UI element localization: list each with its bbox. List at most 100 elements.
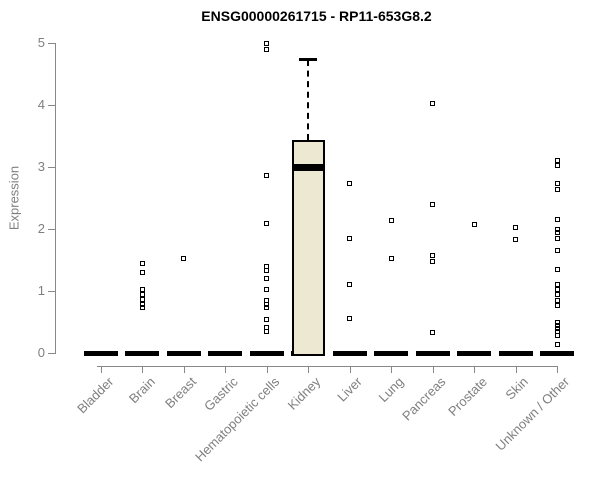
- zero-line-bar: [125, 350, 159, 356]
- outlier-point: [554, 333, 560, 339]
- y-axis-title: Expression: [6, 165, 22, 231]
- x-axis-category-label: Skin: [502, 374, 532, 403]
- zero-line-bar: [208, 350, 242, 356]
- x-axis-line: [97, 366, 558, 367]
- outlier-point: [554, 229, 560, 235]
- whisker: [307, 59, 309, 140]
- x-axis-category-label: Lung: [375, 374, 407, 406]
- zero-line-bar: [83, 350, 118, 356]
- outlier-point: [264, 317, 269, 323]
- outlier-point: [430, 101, 435, 107]
- outlier-point: [554, 342, 560, 348]
- y-axis-tick: [48, 291, 55, 292]
- outlier-point: [264, 220, 269, 226]
- x-axis-category-label: Brain: [125, 374, 158, 407]
- x-axis-category-label: Bladder: [73, 374, 117, 417]
- zero-line-bar: [166, 350, 201, 356]
- outlier-point: [554, 303, 560, 309]
- boxplot-box: [291, 139, 325, 356]
- y-axis-line: [55, 43, 56, 354]
- chart-title: ENSG00000261715 - RP11-653G8.2: [201, 8, 432, 24]
- zero-line-bar: [374, 350, 408, 356]
- outlier-point: [554, 322, 560, 328]
- zero-line-bar: [540, 350, 574, 356]
- outlier-point: [430, 252, 435, 258]
- outlier-point: [430, 330, 435, 336]
- outlier-point: [347, 235, 352, 241]
- outlier-point: [264, 268, 269, 274]
- outlier-point: [139, 287, 145, 293]
- x-axis-tick: [557, 366, 558, 373]
- x-axis-tick: [391, 366, 392, 373]
- outlier-point: [264, 287, 269, 293]
- outlier-point: [264, 305, 269, 311]
- y-axis-tick: [48, 167, 55, 168]
- outlier-point: [388, 255, 394, 261]
- y-axis-tick: [48, 229, 55, 230]
- median-line: [293, 163, 323, 171]
- outlier-point: [264, 172, 269, 178]
- x-axis-category-label: Breast: [161, 374, 200, 412]
- outlier-point: [554, 187, 560, 193]
- x-axis-tick: [100, 366, 102, 373]
- x-axis-category-label: Pancreas: [398, 374, 449, 424]
- outlier-point: [139, 305, 145, 311]
- y-axis-tick: [48, 105, 55, 106]
- y-axis-tick: [48, 43, 55, 44]
- outlier-point: [264, 329, 269, 335]
- outlier-point: [554, 319, 560, 325]
- outlier-point: [554, 235, 560, 241]
- x-axis-tick: [266, 366, 268, 373]
- outlier-point: [554, 297, 560, 303]
- y-axis-tick-label: 5: [37, 35, 45, 50]
- x-axis-category-label: Gastric: [200, 374, 241, 414]
- x-axis-tick: [225, 366, 226, 373]
- x-axis-tick: [308, 366, 309, 373]
- x-axis-tick: [432, 366, 434, 373]
- y-axis-tick-label: 4: [37, 97, 45, 112]
- outlier-point: [554, 180, 560, 186]
- x-axis-tick: [183, 366, 185, 373]
- y-axis-tick-label: 3: [37, 159, 45, 174]
- zero-line-bar: [457, 350, 491, 356]
- outlier-point: [554, 292, 560, 298]
- outlier-point: [471, 221, 477, 227]
- outlier-point: [139, 296, 145, 302]
- outlier-point: [554, 287, 560, 293]
- outlier-point: [347, 315, 352, 321]
- y-axis-tick-label: 0: [37, 345, 45, 360]
- zero-line-bar: [415, 350, 450, 356]
- x-axis-tick: [142, 366, 143, 373]
- outlier-point: [430, 202, 435, 208]
- x-axis-tick: [515, 366, 517, 373]
- y-axis-tick: [48, 353, 55, 354]
- outlier-point: [264, 40, 269, 46]
- outlier-point: [139, 269, 145, 275]
- y-axis-tick-label: 2: [37, 221, 45, 236]
- outlier-point: [554, 163, 560, 169]
- outlier-point: [264, 276, 269, 282]
- zero-line-bar: [498, 350, 533, 356]
- x-axis-category-label: Kidney: [284, 374, 324, 413]
- outlier-point: [181, 255, 186, 261]
- outlier-point: [264, 47, 269, 53]
- outlier-point: [554, 266, 560, 272]
- outlier-point: [554, 226, 560, 232]
- outlier-point: [513, 224, 518, 230]
- zero-line-bar: [249, 350, 284, 356]
- whisker-cap: [299, 58, 317, 62]
- outlier-point: [554, 248, 560, 254]
- outlier-point: [554, 217, 560, 223]
- outlier-point: [554, 158, 560, 164]
- outlier-point: [347, 282, 352, 288]
- x-axis-tick: [349, 366, 351, 373]
- x-axis-category-label: Prostate: [444, 374, 490, 419]
- outlier-point: [347, 180, 352, 186]
- x-axis-category-label: Liver: [334, 374, 366, 405]
- outlier-point: [139, 260, 145, 266]
- x-axis-category-label: Unknown / Other: [493, 374, 573, 454]
- outlier-point: [430, 259, 435, 265]
- outlier-point: [513, 237, 518, 243]
- zero-line-bar: [332, 350, 367, 356]
